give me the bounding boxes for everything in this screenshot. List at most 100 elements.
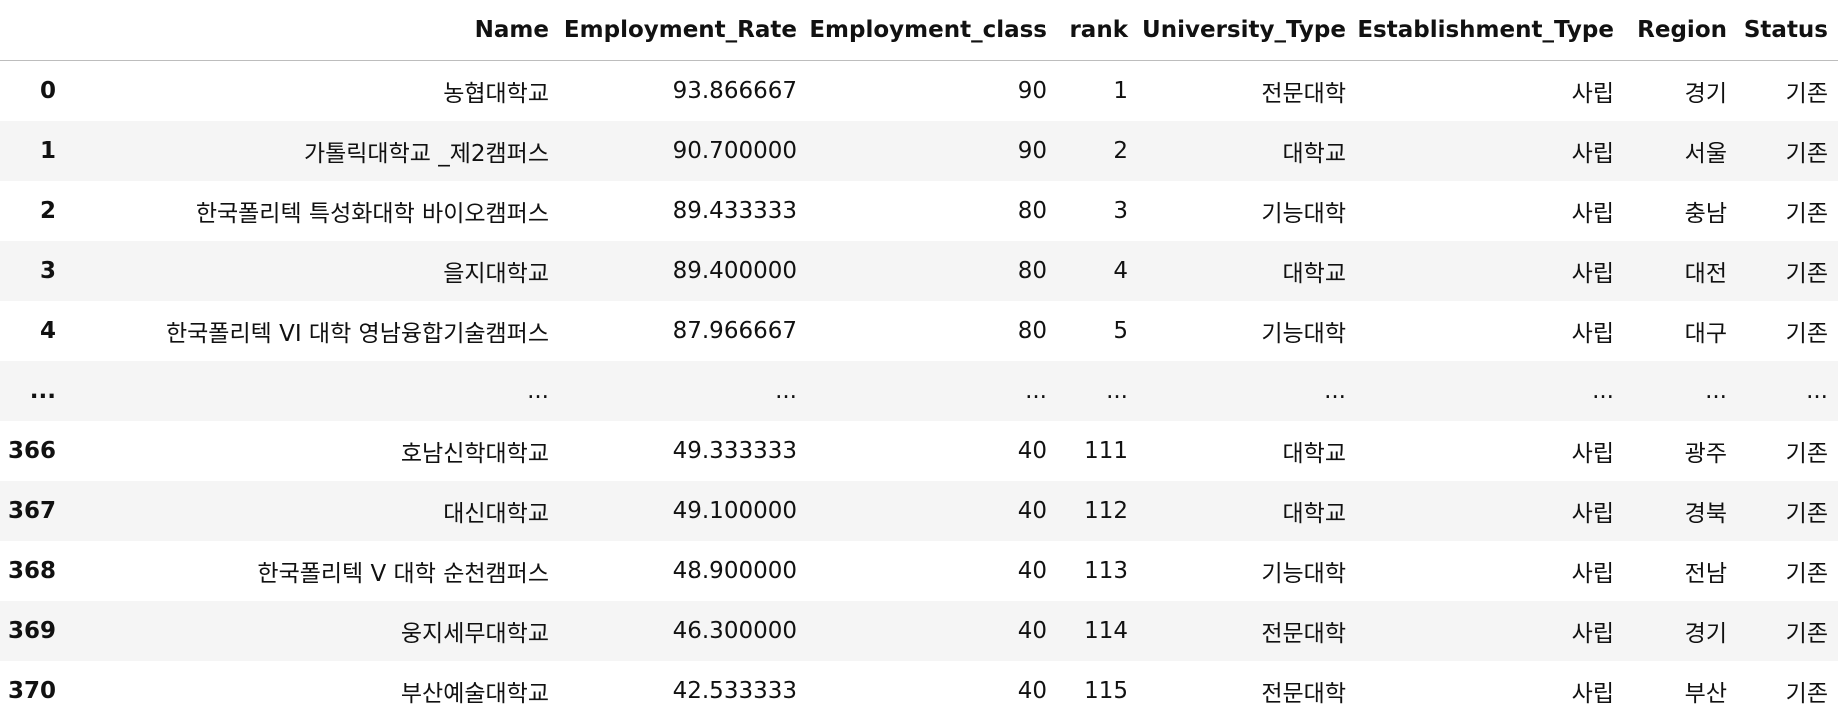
row-index: ... (29, 378, 56, 404)
table-cell: 사립 (1571, 441, 1614, 467)
table-cell: 기존 (1785, 621, 1828, 647)
table-row: 3 을지대학교 89.400000 80 4 대학교 사립 대전 기존 (0, 241, 1838, 301)
table-cell: 기존 (1785, 501, 1828, 527)
row-index: 3 (39, 258, 56, 284)
table-cell: ... (1705, 378, 1727, 404)
table-cell: 기능대학 (1261, 321, 1346, 347)
table-body: 0 농협대학교 93.866667 90 1 전문대학 사립 경기 기존 1 가톨릭대학교 _제2캠… (0, 61, 1838, 722)
column-header: Employment_Rate (559, 0, 807, 61)
table-row: 369 웅지세무대학교 46.300000 40 114 전문대학 사립 경기 기존 (0, 601, 1838, 661)
table-cell: 48.900000 (672, 558, 797, 584)
table-cell: 기존 (1785, 561, 1828, 587)
table-row: 4 한국폴리텍 VI 대학 영남융합기술캠퍼스 87.966667 80 5 기능대학 사립… (0, 301, 1838, 361)
table-row: 366 호남신학대학교 49.333333 40 111 대학교 사립 광주 기존 (0, 421, 1838, 481)
table-cell: 3 (1113, 198, 1128, 224)
table-cell: 사립 (1571, 621, 1614, 647)
table-row: 0 농협대학교 93.866667 90 1 전문대학 사립 경기 기존 (0, 61, 1838, 122)
table-cell: 기존 (1785, 81, 1828, 107)
table-cell: 기능대학 (1261, 201, 1346, 227)
row-index: 367 (7, 498, 56, 524)
table-cell: 광주 (1684, 441, 1727, 467)
table-cell: 한국폴리텍 특성화대학 바이오캠퍼스 (195, 201, 549, 227)
table-cell: 기존 (1785, 261, 1828, 287)
table-cell: 한국폴리텍 V 대학 순천캠퍼스 (257, 561, 549, 587)
row-index: 4 (39, 318, 56, 344)
table-cell: 기존 (1785, 681, 1828, 707)
table-cell: 경기 (1684, 81, 1727, 107)
table-cell: 80 (1017, 198, 1047, 224)
table-row: 368 한국폴리텍 V 대학 순천캠퍼스 48.900000 40 113 기능대학 사립 전… (0, 541, 1838, 601)
table-cell: 부산 (1684, 681, 1727, 707)
table-header: Name Employment_Rate Employment_class rank U… (0, 0, 1838, 61)
table-cell: 115 (1084, 678, 1128, 704)
table-cell: 49.100000 (672, 498, 797, 524)
table-cell: 한국폴리텍 VI 대학 영남융합기술캠퍼스 (165, 321, 549, 347)
table-cell: 사립 (1571, 681, 1614, 707)
table-cell: 40 (1017, 558, 1047, 584)
table-cell: 대학교 (1282, 501, 1346, 527)
table-cell: 대전 (1684, 261, 1727, 287)
table-cell: ... (1025, 378, 1047, 404)
table-row: 1 가톨릭대학교 _제2캠퍼스 90.700000 90 2 대학교 사립 서울 기존 (0, 121, 1838, 181)
row-index: 369 (7, 618, 56, 644)
table-cell: 경북 (1684, 501, 1727, 527)
table-cell: 2 (1113, 138, 1128, 164)
column-header: Status (1737, 0, 1838, 61)
table-cell: 46.300000 (672, 618, 797, 644)
table-cell: 을지대학교 (443, 261, 549, 287)
table-cell: 서울 (1684, 141, 1727, 167)
table-cell: 기능대학 (1261, 561, 1346, 587)
table-cell: ... (775, 378, 797, 404)
table-cell: 사립 (1571, 261, 1614, 287)
table-cell: 경기 (1684, 621, 1727, 647)
table-cell: 가톨릭대학교 _제2캠퍼스 (303, 141, 549, 167)
table-cell: 전문대학 (1261, 621, 1346, 647)
table-cell: 40 (1017, 498, 1047, 524)
table-cell: 충남 (1684, 201, 1727, 227)
table-cell: 전문대학 (1261, 681, 1346, 707)
row-index: 2 (39, 198, 56, 224)
table-cell: 112 (1084, 498, 1128, 524)
table-cell: 87.966667 (672, 318, 797, 344)
table-cell: 농협대학교 (443, 81, 549, 107)
column-header: Establishment_Type (1356, 0, 1624, 61)
table-row: ........................... (0, 361, 1838, 421)
table-cell: 1 (1113, 78, 1128, 104)
table-cell: 113 (1084, 558, 1128, 584)
table-cell: 대구 (1684, 321, 1727, 347)
table-cell: 웅지세무대학교 (400, 621, 549, 647)
table-row: 370 부산예술대학교 42.533333 40 115 전문대학 사립 부산 기존 (0, 661, 1838, 721)
table-cell: 대학교 (1282, 141, 1346, 167)
table-cell: 114 (1084, 618, 1128, 644)
table-cell: 89.400000 (672, 258, 797, 284)
row-index: 1 (39, 138, 56, 164)
table-cell: 40 (1017, 618, 1047, 644)
table-cell: 89.433333 (672, 198, 797, 224)
column-header: University_Type (1138, 0, 1356, 61)
table-cell: 기존 (1785, 321, 1828, 347)
table-cell: 사립 (1571, 501, 1614, 527)
table-cell: ... (1324, 378, 1346, 404)
table-cell: ... (1806, 378, 1828, 404)
header-row: Name Employment_Rate Employment_class rank U… (0, 0, 1838, 61)
table-cell: 4 (1113, 258, 1128, 284)
column-header: Employment_class (807, 0, 1057, 61)
table-cell: 90.700000 (672, 138, 797, 164)
table-cell: 93.866667 (672, 78, 797, 104)
table-cell: 대학교 (1282, 441, 1346, 467)
column-header: Name (66, 0, 559, 61)
row-index: 370 (7, 678, 56, 704)
table-cell: 사립 (1571, 81, 1614, 107)
table-cell: 111 (1084, 438, 1128, 464)
table-cell: 사립 (1571, 321, 1614, 347)
row-index: 0 (39, 78, 56, 104)
table-cell: 90 (1017, 138, 1047, 164)
column-header (0, 0, 66, 61)
table-cell: 대학교 (1282, 261, 1346, 287)
table-cell: 전남 (1684, 561, 1727, 587)
table-cell: 사립 (1571, 201, 1614, 227)
table-cell: 부산예술대학교 (400, 681, 549, 707)
table-cell: 40 (1017, 438, 1047, 464)
table-cell: 40 (1017, 678, 1047, 704)
